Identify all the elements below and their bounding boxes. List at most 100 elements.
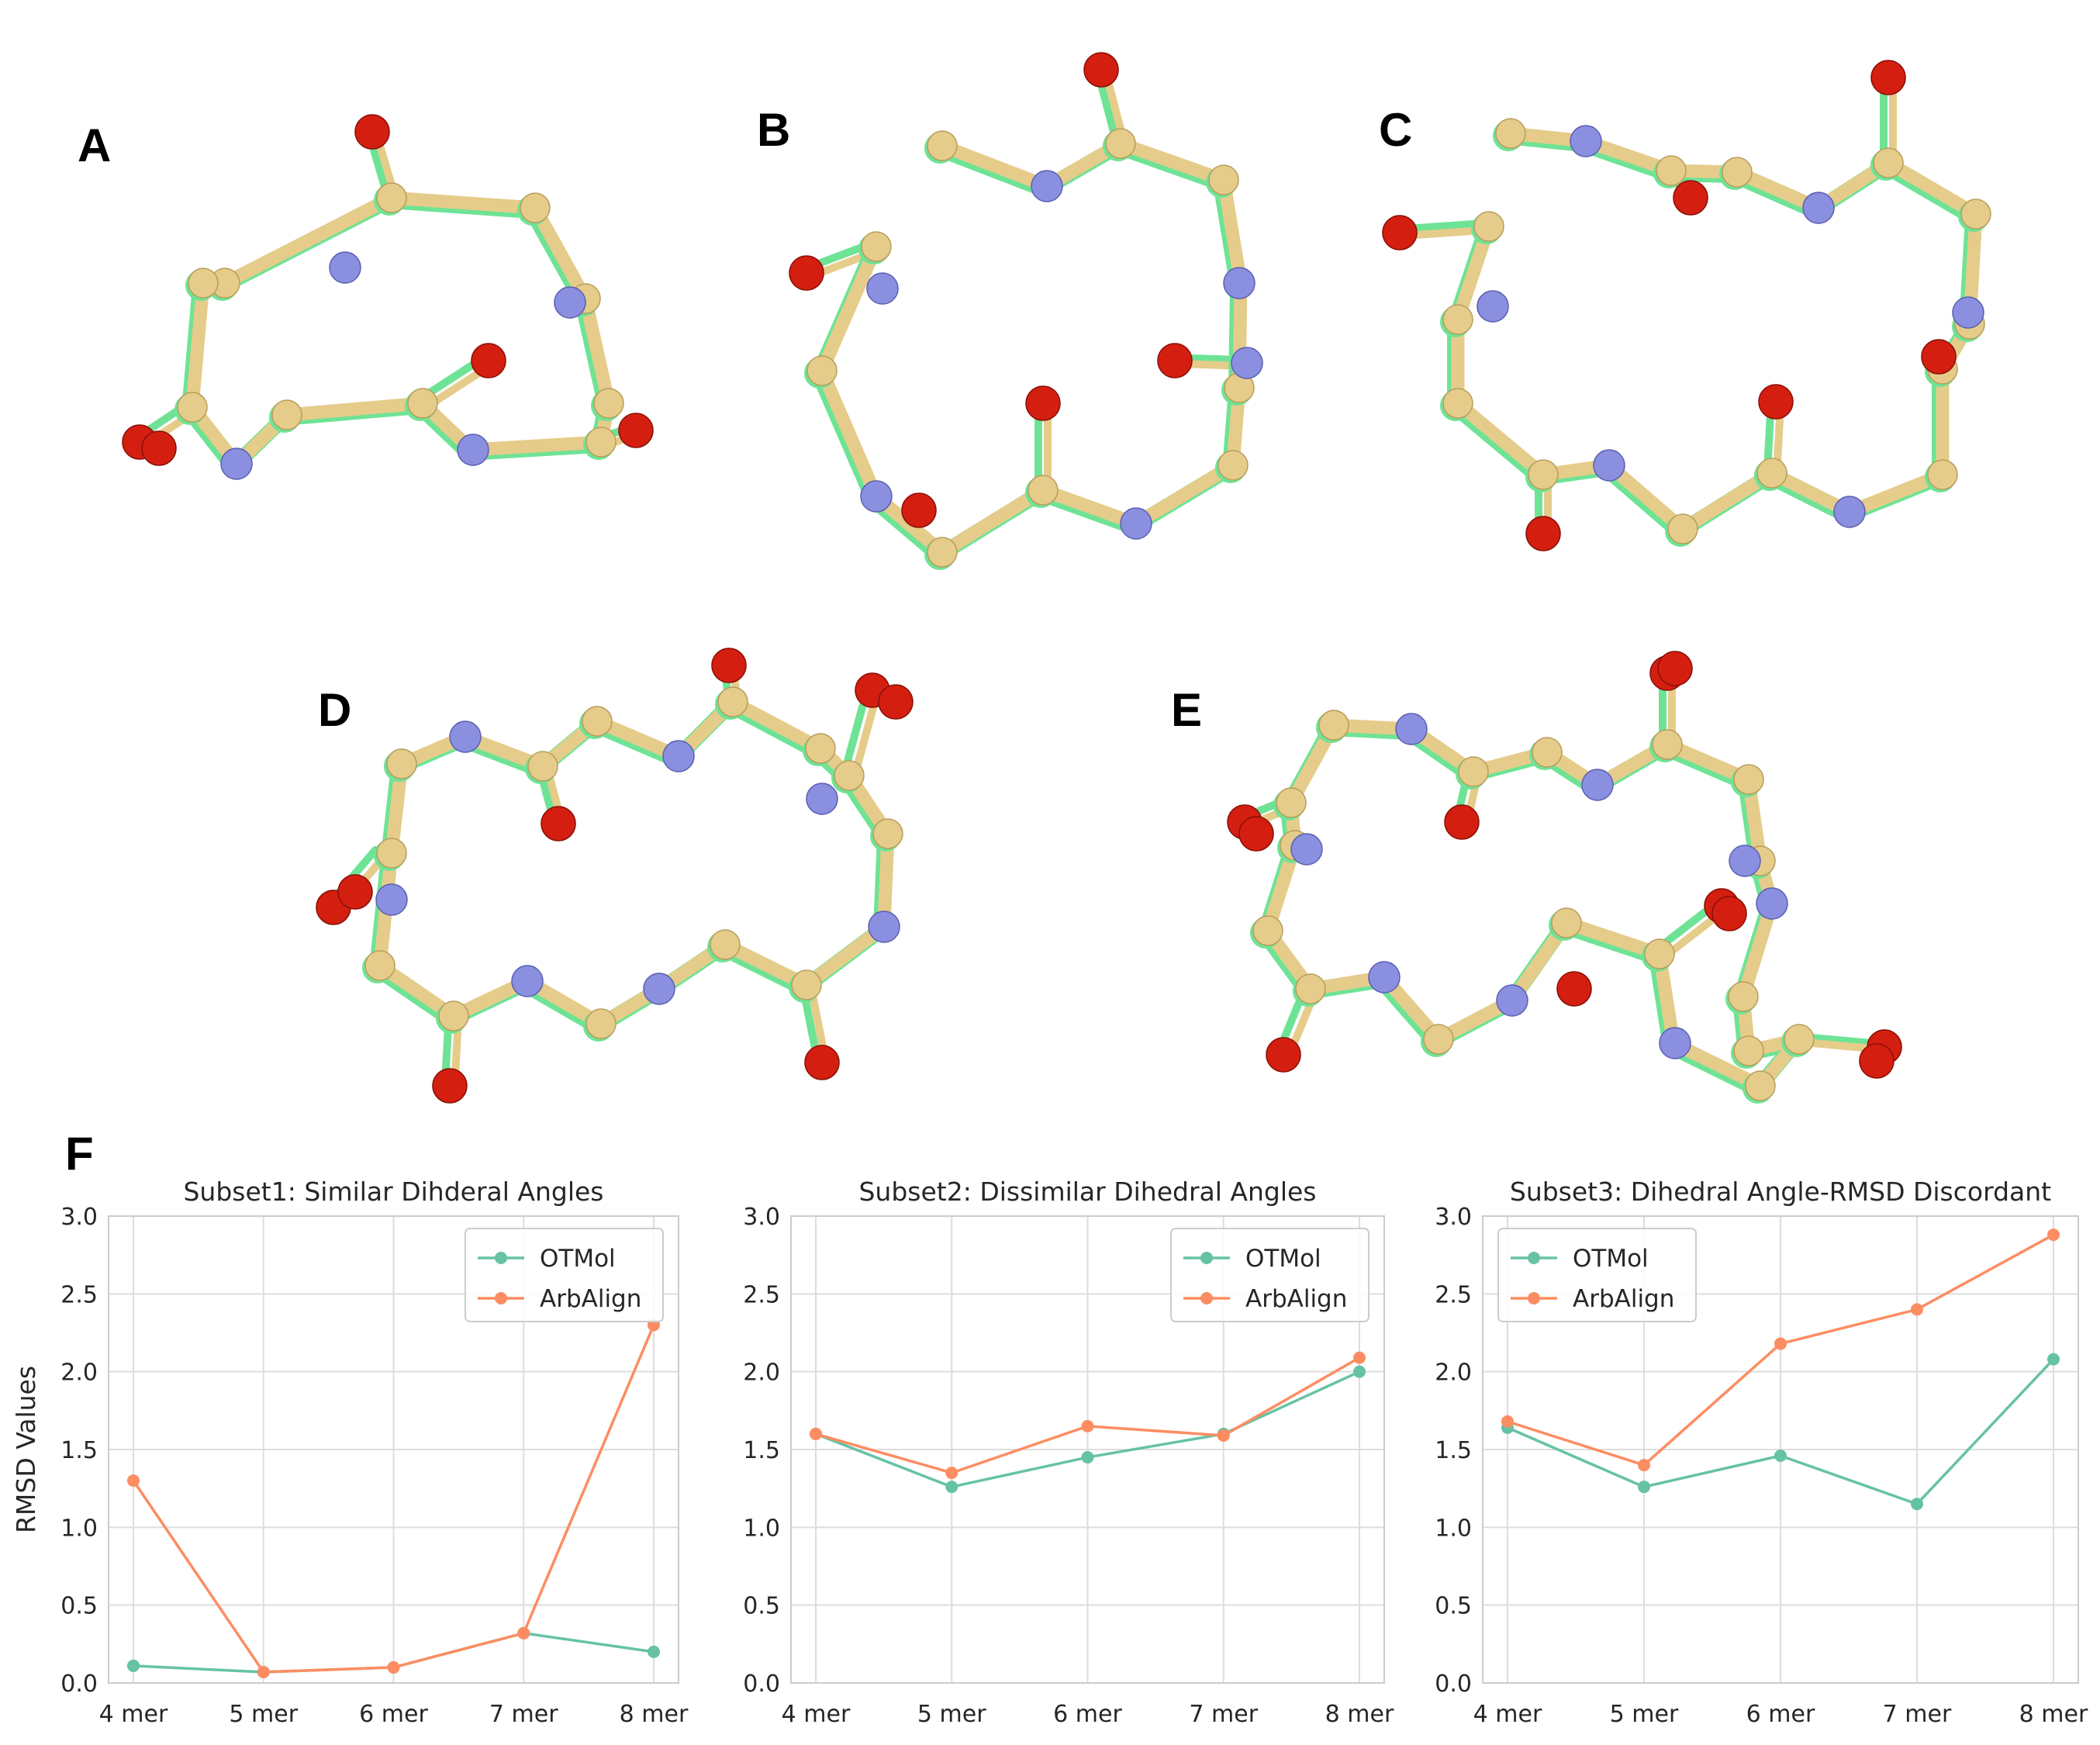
- legend-label: OTMol: [1573, 1245, 1649, 1273]
- nitrogen-atom: [806, 783, 838, 815]
- nitrogen-atom: [1756, 887, 1788, 920]
- data-point-arbalign: [1217, 1429, 1230, 1442]
- carbon-atom: [1784, 1024, 1815, 1055]
- data-point-arbalign: [257, 1665, 270, 1678]
- x-tick-label: 5 mer: [229, 1701, 298, 1728]
- plot-frame: [790, 1215, 1385, 1684]
- x-tick-label: 8 mer: [620, 1701, 689, 1728]
- nitrogen-atom: [1581, 769, 1614, 801]
- y-axis-label: RMSD Values: [11, 1366, 41, 1533]
- panel-label-e: E: [1171, 684, 1202, 736]
- oxygen-atom: [1083, 52, 1119, 88]
- data-point-otmol: [1638, 1481, 1650, 1494]
- nitrogen-atom: [1952, 296, 1984, 329]
- y-tick-label: 1.5: [743, 1437, 780, 1464]
- x-tick-label: 4 mer: [782, 1701, 851, 1728]
- carbon-atom: [1295, 973, 1326, 1004]
- oxygen-atom: [804, 1045, 840, 1080]
- oxygen-atom: [541, 806, 576, 841]
- data-point-otmol: [1774, 1450, 1787, 1463]
- carbon-atom: [1208, 164, 1239, 195]
- nitrogen-atom: [866, 272, 899, 305]
- carbon-atom: [927, 537, 958, 568]
- y-tick-label: 0.5: [1435, 1593, 1472, 1620]
- y-tick-label: 3.0: [60, 1204, 98, 1231]
- y-tick-label: 1.0: [1435, 1515, 1472, 1542]
- molecule-structure-a: [122, 114, 654, 480]
- oxygen-atom: [1870, 60, 1906, 95]
- y-tick-label: 0.0: [743, 1671, 780, 1698]
- oxygen-atom: [1673, 180, 1708, 216]
- carbon-atom: [1722, 157, 1753, 188]
- molecule-structure-c: [1382, 60, 1991, 551]
- carbon-atom: [1028, 475, 1059, 506]
- legend-swatch-marker: [1528, 1252, 1540, 1264]
- y-tick-label: 1.5: [1435, 1437, 1472, 1464]
- y-tick-label: 1.0: [743, 1515, 780, 1542]
- carbon-atom: [1551, 907, 1582, 938]
- nitrogen-atom: [1659, 1027, 1691, 1059]
- carbon-atom: [438, 1000, 469, 1031]
- data-point-arbalign: [1501, 1415, 1514, 1428]
- carbon-atom: [1458, 756, 1489, 787]
- oxygen-atom: [141, 430, 177, 466]
- carbon-atom: [177, 392, 208, 423]
- x-tick-label: 8 mer: [1325, 1701, 1394, 1728]
- carbon-atom: [1276, 787, 1307, 818]
- nitrogen-atom: [220, 447, 253, 480]
- molecule-structure-b: [789, 52, 1263, 570]
- nitrogen-atom: [860, 480, 893, 513]
- nitrogen-atom: [662, 740, 695, 772]
- legend: OTMol ArbAlign: [1497, 1228, 1697, 1322]
- x-tick-label: 5 mer: [1610, 1701, 1679, 1728]
- data-point-arbalign: [517, 1626, 530, 1640]
- carbon-atom: [585, 1008, 617, 1039]
- data-point-arbalign: [1353, 1351, 1366, 1364]
- nitrogen-atom: [1570, 125, 1602, 157]
- oxygen-atom: [901, 492, 937, 528]
- y-tick-label: 3.0: [743, 1204, 780, 1231]
- oxygen-atom: [1382, 215, 1418, 251]
- chart-subset3: 0.0 0.5 1.0 1.5 2.0 2.5 3.0 4 mer 5 mer 6 mer 7 me…: [1435, 1177, 2088, 1728]
- carbon-atom: [520, 192, 551, 223]
- carbon-atom: [376, 182, 407, 213]
- nitrogen-atom: [1477, 290, 1509, 323]
- carbon-atom: [1318, 710, 1349, 741]
- carbon-atom: [593, 388, 624, 419]
- nitrogen-atom: [449, 720, 482, 753]
- oxygen-atom: [789, 255, 824, 291]
- nitrogen-atom: [1593, 449, 1625, 482]
- carbon-atom: [791, 969, 822, 1000]
- y-tick-label: 0.5: [60, 1593, 98, 1620]
- x-tick-label: 6 mer: [1053, 1701, 1122, 1728]
- legend-label: ArbAlign: [1245, 1285, 1347, 1313]
- carbon-atom: [1442, 304, 1473, 335]
- chart-subset1: 0.0 0.5 1.0 1.5 2.0 2.5 3.0 4 mer 5 mer 6 mer 7 me…: [11, 1177, 689, 1728]
- legend-swatch-marker: [1200, 1292, 1213, 1304]
- y-tick-label: 0.5: [743, 1593, 780, 1620]
- carbon-atom: [1442, 388, 1473, 419]
- carbon-atom: [1528, 459, 1559, 490]
- nitrogen-atom: [1833, 496, 1866, 528]
- oxygen-atom: [1758, 384, 1794, 420]
- oxygen-atom: [337, 874, 373, 910]
- data-point-arbalign: [2047, 1228, 2060, 1242]
- y-tick-label: 2.0: [1435, 1360, 1472, 1387]
- carbon-atom: [927, 130, 958, 161]
- carbon-atom: [1652, 729, 1683, 760]
- backbone-tan: [185, 191, 616, 471]
- data-point-otmol: [2047, 1353, 2060, 1366]
- carbon-atom: [1733, 764, 1764, 795]
- nitrogen-atom: [1368, 961, 1401, 993]
- carbon-atom: [1667, 513, 1698, 544]
- nitrogen-atom: [1231, 347, 1263, 379]
- carbon-atom: [585, 427, 617, 458]
- x-tick-label: 6 mer: [1746, 1701, 1815, 1728]
- chart-title: Subset1: Similar Dihderal Angles: [183, 1177, 603, 1207]
- nitrogen-atom: [1496, 984, 1528, 1017]
- data-point-otmol: [945, 1481, 958, 1494]
- carbon-atom: [1473, 211, 1504, 242]
- carbon-atom: [1733, 1035, 1764, 1066]
- carbon-atom: [1745, 1070, 1776, 1101]
- data-point-arbalign: [387, 1660, 400, 1674]
